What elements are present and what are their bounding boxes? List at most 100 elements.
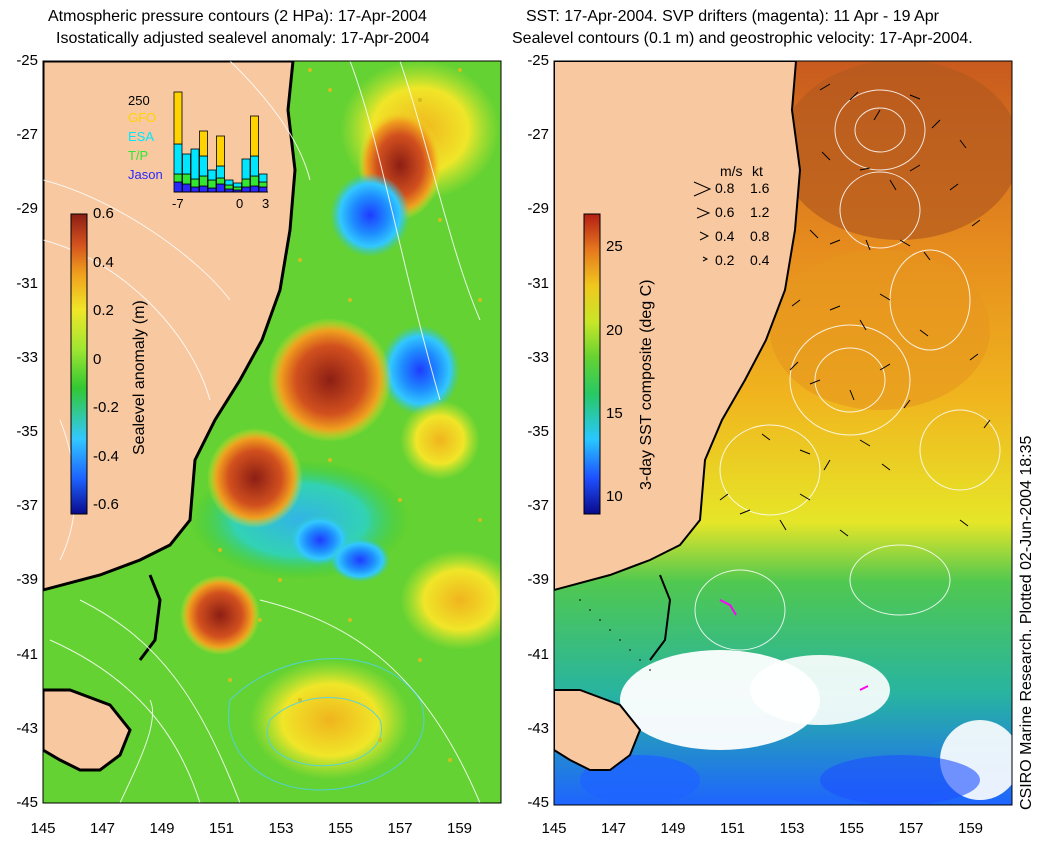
y-tick-label: -31 <box>527 274 549 292</box>
colorbar-tick-label: -0.6 <box>93 496 119 513</box>
velocity-legend-ms: 0.8 <box>715 180 735 196</box>
colorbar-tick-label: 0.4 <box>93 253 114 271</box>
x-tick-label: 147 <box>600 820 627 837</box>
histogram-bar <box>207 169 217 181</box>
velocity-legend-arrows <box>693 181 712 262</box>
velocity-legend-kt: 0.4 <box>750 252 770 268</box>
velocity-legend-kt: 1.2 <box>750 204 770 220</box>
right-title-line2: Sealevel contours (0.1 m) and geostrophi… <box>512 30 973 47</box>
histogram-bar <box>241 178 251 188</box>
histogram-bar <box>190 148 200 180</box>
histogram-bar <box>216 183 225 193</box>
y-tick-label: -31 <box>16 274 38 292</box>
y-tick-label: -33 <box>16 348 38 366</box>
histogram-max-label: 250 <box>128 93 150 108</box>
x-tick-label: 159 <box>957 820 984 837</box>
histogram-bar <box>250 175 259 187</box>
histogram-bar <box>224 179 234 186</box>
histogram-legend-item: GFO <box>128 110 157 125</box>
histogram-bar <box>173 181 183 193</box>
y-tick-label: -29 <box>16 200 38 218</box>
y-tick-label: -25 <box>527 52 549 69</box>
y-tick-label: -39 <box>527 571 549 589</box>
histogram-bar <box>182 153 191 175</box>
velocity-legend-ms: 0.4 <box>715 228 735 244</box>
colorbar-tick-label: -0.2 <box>93 399 119 416</box>
y-tick-label: -41 <box>527 645 549 663</box>
colorbar-tick-label: 0.2 <box>93 302 114 319</box>
histogram-bar <box>173 173 183 183</box>
x-tick-label: 157 <box>387 820 413 837</box>
histogram-bar <box>182 183 191 193</box>
x-tick-label: 147 <box>89 820 116 837</box>
colorbar-tick-label: 10 <box>606 488 623 506</box>
y-tick-label: -27 <box>527 126 549 144</box>
left-colorbar-label: Sealevel anomaly (m) <box>131 300 148 455</box>
colorbar-tick-label: 0 <box>93 350 102 368</box>
histogram-bar <box>190 186 200 193</box>
left-map <box>43 61 501 803</box>
x-tick-label: 159 <box>446 820 473 837</box>
x-tick-label: 149 <box>660 820 686 837</box>
histogram-x-tick: -7 <box>172 196 184 211</box>
x-tick-label: 157 <box>898 820 924 837</box>
y-tick-label: -37 <box>16 497 38 515</box>
histogram-bar <box>173 91 183 145</box>
colorbar-tick-label: 20 <box>606 321 623 339</box>
histogram-bar <box>233 182 242 188</box>
histogram-bar <box>199 130 208 157</box>
x-tick-label: 153 <box>268 820 294 837</box>
histogram-bar <box>199 185 208 193</box>
histogram-bar <box>216 135 225 167</box>
x-tick-label: 145 <box>30 820 56 837</box>
y-tick-label: -45 <box>16 794 38 811</box>
colorbar-tick-label: 0.6 <box>93 205 114 222</box>
x-tick-label: 149 <box>149 820 175 837</box>
colorbar-tick-label: -0.4 <box>93 447 119 465</box>
velocity-header-ms: m/s <box>720 163 743 179</box>
histogram-legend-item: Jason <box>128 167 163 182</box>
histogram-bar <box>258 186 268 193</box>
x-tick-label: 151 <box>208 820 235 837</box>
histogram-bar <box>250 185 259 193</box>
histogram-bar <box>250 155 259 177</box>
y-tick-label: -33 <box>527 348 549 366</box>
histogram-bar <box>207 187 217 193</box>
y-tick-label: -45 <box>527 794 549 811</box>
x-tick-label: 155 <box>327 820 354 837</box>
velocity-legend-ms: 0.6 <box>715 204 735 220</box>
histogram-bar <box>216 165 225 179</box>
histogram-bar <box>173 143 183 175</box>
altimetry-histogram <box>173 91 268 193</box>
x-tick-label: 151 <box>719 820 746 837</box>
colorbar-tick-label: 15 <box>606 405 623 422</box>
histogram-legend-item: ESA <box>128 129 155 144</box>
right-title-line1: SST: 17-Apr-2004. SVP drifters (magenta)… <box>526 8 939 25</box>
left-colorbar <box>70 213 88 515</box>
histogram-bar <box>241 158 251 180</box>
histogram-bar <box>241 186 251 193</box>
y-tick-label: -27 <box>16 126 38 144</box>
y-tick-label: -35 <box>16 423 38 440</box>
y-tick-label: -43 <box>527 719 549 737</box>
y-tick-label: -35 <box>527 423 549 440</box>
velocity-header-kt: kt <box>752 163 763 179</box>
histogram-bar <box>182 173 191 185</box>
left-title-line2: Isostatically adjusted sealevel anomaly:… <box>56 30 430 47</box>
velocity-legend-kt: 1.6 <box>750 180 770 196</box>
colorbar-tick-label: 25 <box>606 238 623 256</box>
y-tick-label: -41 <box>16 645 38 663</box>
histogram-legend-item: T/P <box>128 148 149 163</box>
y-tick-label: -43 <box>16 719 38 737</box>
histogram-x-tick: 3 <box>262 196 270 211</box>
histogram-bar <box>258 181 268 188</box>
right-map <box>554 61 1012 805</box>
histogram-bar <box>199 175 208 187</box>
y-tick-label: -39 <box>16 571 38 589</box>
x-tick-label: 155 <box>838 820 865 837</box>
y-tick-label: -37 <box>527 497 549 515</box>
x-tick-label: 153 <box>779 820 805 837</box>
velocity-legend-kt: 0.8 <box>750 228 770 244</box>
histogram-bar <box>216 177 225 185</box>
